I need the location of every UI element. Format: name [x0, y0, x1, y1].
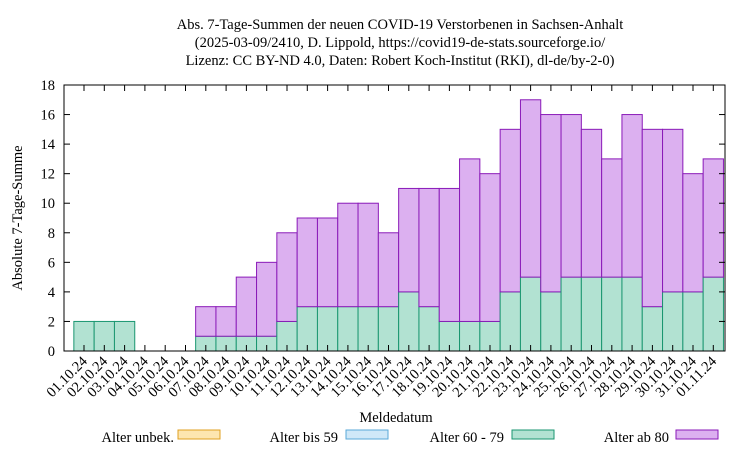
bar-alter-ab-80-24.10.24 — [540, 114, 562, 293]
bar-alter-60-79-26.10.24 — [580, 276, 603, 352]
legend-swatch — [345, 429, 389, 440]
bar-alter-ab-80-23.10.24 — [519, 99, 542, 278]
bar-alter-ab-80-12.10.24 — [296, 217, 318, 308]
bar-alter-ab-80-09.10.24 — [235, 276, 258, 337]
bar-alter-ab-80-27.10.24 — [601, 158, 623, 278]
bar-alter-60-79-15.10.24 — [357, 306, 379, 352]
legend-label: Alter bis 59 — [270, 430, 338, 446]
bar-alter-60-79-25.10.24 — [560, 276, 582, 352]
bar-alter-60-79-13.10.24 — [316, 306, 339, 352]
title-line-3: Lizenz: CC BY-ND 4.0, Daten: Robert Koch… — [186, 53, 615, 69]
bar-alter-ab-80-17.10.24 — [398, 187, 420, 293]
bar-alter-ab-80-07.10.24 — [195, 306, 217, 337]
bar-alter-ab-80-29.10.24 — [641, 128, 664, 308]
y-tick-label: 4 — [48, 285, 56, 301]
y-tick-label: 8 — [48, 226, 55, 242]
bar-alter-60-79-31.10.24 — [682, 291, 704, 352]
bar-alter-ab-80-10.10.24 — [256, 261, 278, 337]
chart-title: Abs. 7-Tage-Summen der neuen COVID-19 Ve… — [177, 17, 624, 69]
bar-alter-ab-80-28.10.24 — [621, 114, 643, 278]
plot-frame — [63, 84, 726, 352]
x-axis-title: Meldedatum — [359, 410, 433, 426]
y-tick-label: 0 — [48, 344, 55, 360]
y-axis-title: Absolute 7-Tage-Summe — [10, 145, 26, 290]
bar-alter-ab-80-15.10.24 — [357, 202, 379, 308]
bar-alter-ab-80-31.10.24 — [682, 173, 704, 293]
bar-alter-ab-80-08.10.24 — [215, 306, 237, 337]
bar-alter-ab-80-16.10.24 — [377, 232, 400, 308]
bar-alter-60-79-29.10.24 — [641, 306, 664, 352]
bar-alter-ab-80-18.10.24 — [418, 187, 440, 308]
y-tick-label: 10 — [41, 196, 56, 212]
bar-alter-ab-80-19.10.24 — [438, 187, 461, 322]
legend-swatch — [177, 429, 221, 440]
bar-alter-ab-80-13.10.24 — [316, 217, 339, 308]
legend-label: Alter 60 - 79 — [430, 430, 505, 446]
y-tick-label: 12 — [41, 167, 56, 183]
bar-alter-60-79-12.10.24 — [296, 306, 318, 352]
title-line-1: Abs. 7-Tage-Summen der neuen COVID-19 Ve… — [177, 17, 624, 33]
bar-alter-60-79-18.10.24 — [418, 306, 440, 352]
legend: Alter unbek. Alter bis 59 Alter 60 - 79 Alt… — [102, 429, 719, 446]
y-tick-label: 2 — [48, 314, 55, 330]
bar-alter-ab-80-14.10.24 — [337, 202, 359, 308]
bars-layer — [73, 99, 724, 352]
bar-alter-60-79-17.10.24 — [398, 291, 420, 352]
y-tick-label: 6 — [48, 255, 55, 271]
y-tick-label: 14 — [41, 137, 56, 153]
bar-alter-ab-80-11.10.24 — [276, 232, 298, 322]
legend-label: Alter ab 80 — [604, 430, 669, 446]
y-tick-label: 18 — [41, 78, 56, 94]
bar-alter-60-79-30.10.24 — [662, 291, 684, 352]
bar-alter-60-79-24.10.24 — [540, 291, 562, 352]
title-line-2: (2025-03-09/2410, D. Lippold, https://co… — [195, 35, 606, 51]
y-tick-label: 16 — [41, 108, 56, 124]
legend-swatch — [675, 429, 719, 440]
bar-alter-ab-80-30.10.24 — [662, 128, 684, 293]
bar-alter-60-79-22.10.24 — [499, 291, 521, 352]
bar-alter-60-79-23.10.24 — [519, 276, 542, 352]
bar-alter-60-79-16.10.24 — [377, 306, 400, 352]
bar-alter-ab-80-21.10.24 — [479, 173, 501, 322]
bar-alter-60-79-01.11.24 — [702, 276, 724, 352]
bar-alter-ab-80-22.10.24 — [499, 128, 521, 293]
legend-swatch — [511, 429, 555, 440]
bar-alter-ab-80-01.11.24 — [702, 158, 724, 278]
legend-label: Alter unbek. — [102, 430, 174, 446]
bar-alter-60-79-28.10.24 — [621, 276, 643, 352]
bar-alter-60-79-27.10.24 — [601, 276, 623, 352]
bar-alter-ab-80-25.10.24 — [560, 114, 582, 278]
bar-alter-60-79-14.10.24 — [337, 306, 359, 352]
bar-alter-ab-80-20.10.24 — [459, 158, 481, 322]
bar-alter-ab-80-26.10.24 — [580, 128, 603, 278]
